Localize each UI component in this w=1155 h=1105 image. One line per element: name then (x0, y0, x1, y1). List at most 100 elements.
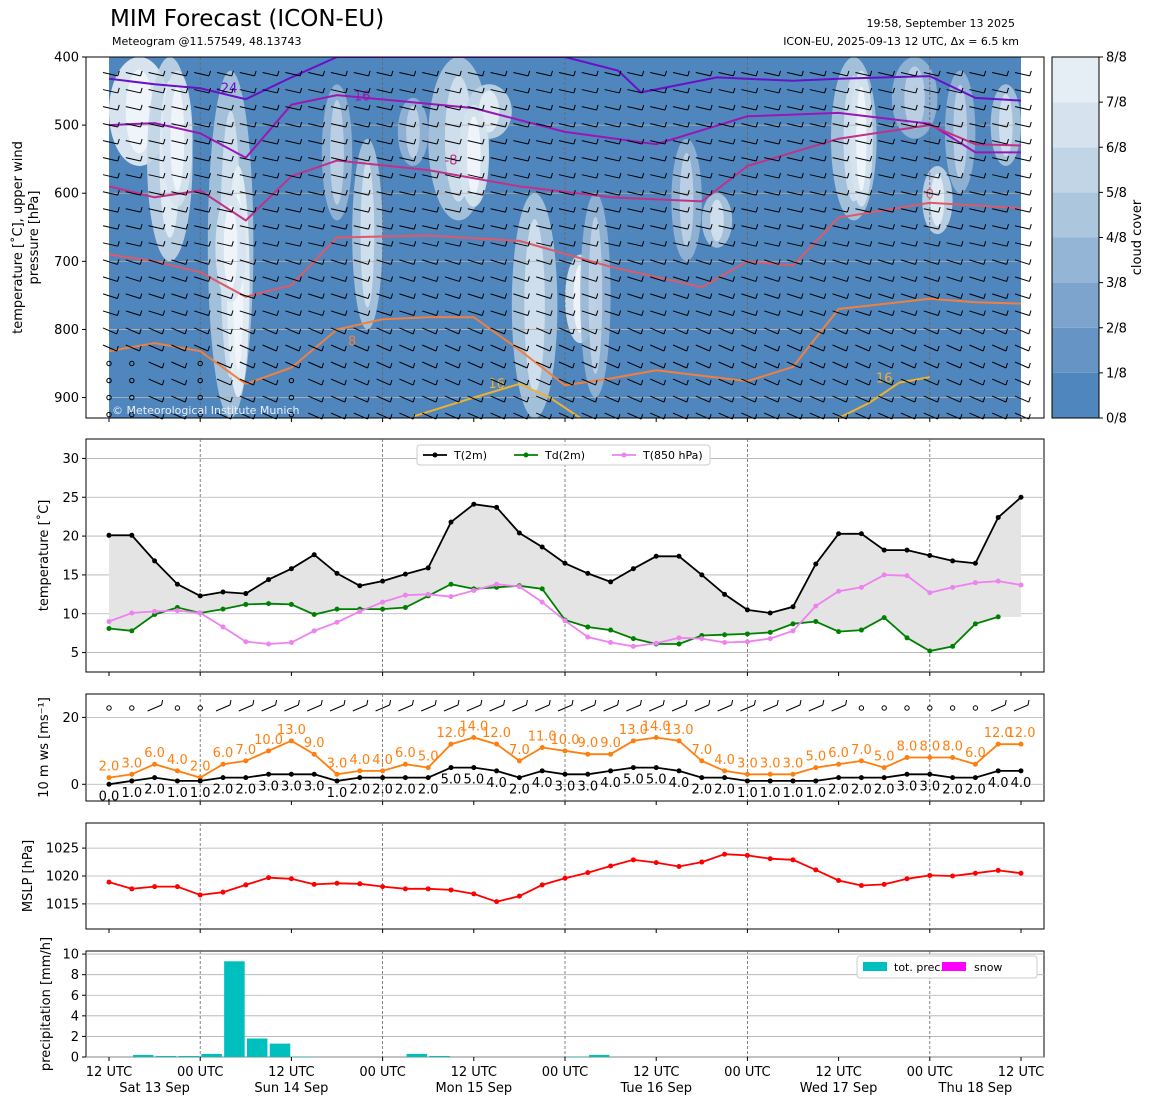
wind-barb (376, 310, 392, 316)
colorbar-tick-label: 5/8 (1106, 186, 1127, 201)
wind-barb (308, 208, 324, 213)
wind-barb-flag (664, 206, 667, 213)
wind-barb (832, 140, 848, 145)
x-day-label: Sun 14 Sep (254, 1081, 328, 1096)
wind-barb-flag (573, 172, 576, 179)
wind-barb (285, 174, 301, 179)
wind-barb (832, 242, 848, 247)
wind-barb (604, 208, 620, 213)
wind-barb (832, 361, 847, 369)
wind-barb-flag (572, 310, 576, 316)
wind-barb-flag (960, 70, 964, 77)
wind-barb (695, 395, 710, 403)
wind-barb-flag (436, 206, 439, 213)
wind-barb (513, 140, 529, 145)
wind-barb-flag (322, 259, 325, 265)
wind-point-1 (836, 775, 842, 781)
wind-point-0 (608, 751, 614, 757)
wind-barb-flag (344, 276, 348, 282)
wind-barb-flag (345, 87, 348, 94)
wind-barb (855, 310, 871, 316)
wind-barb-flag (229, 699, 232, 706)
dewpoint-spread-fill (109, 497, 1021, 652)
wind-data-label: 8.0 (897, 740, 918, 755)
wind-barb-flag (640, 396, 644, 403)
wind-barb-flag (846, 189, 850, 196)
wind-barb (285, 293, 301, 299)
wind-barb (900, 140, 916, 145)
wind-barb (148, 89, 164, 94)
isotherm-label: 8 (348, 335, 356, 350)
wind-barb (467, 361, 482, 369)
wind-point-1 (858, 775, 864, 781)
wind-barb-flag (412, 328, 416, 335)
wind-barb (285, 242, 301, 247)
wind-barb-flag (275, 379, 279, 386)
wind-barb-flag (846, 104, 850, 111)
wind-barb (855, 378, 870, 386)
wind-barb (467, 259, 483, 265)
wind-barb (444, 242, 460, 247)
precip-bar (132, 1054, 154, 1057)
wind-barb (1014, 225, 1030, 230)
wind-barb (558, 259, 574, 265)
wind-barb-flag (687, 241, 690, 247)
wind-barb-flag (549, 345, 552, 352)
wind-barb-flag (983, 121, 987, 128)
wind-barb-flag (207, 345, 210, 352)
mslp-point (357, 881, 363, 887)
wind-barb (969, 225, 985, 230)
wind-barb-flag (343, 699, 346, 706)
wind-barb (604, 310, 620, 316)
wind-barb-flag (389, 362, 393, 369)
wind-barb-flag (868, 362, 872, 369)
wind-barb-flag (298, 328, 302, 335)
wind-barb-flag (504, 224, 508, 230)
wind-barb (216, 174, 232, 179)
mslp-point (813, 867, 819, 873)
wind-barb-flag (276, 206, 280, 213)
wind-data-label: 3.0 (897, 779, 918, 794)
wind-barb (194, 225, 210, 230)
wind-barb-flag (572, 396, 575, 403)
wind-barb-flag (368, 206, 371, 213)
wind-barb-flag (208, 87, 211, 94)
wind-barb-flag (915, 189, 918, 196)
series-line-1 (108, 583, 999, 652)
wind-barb-flag (914, 259, 918, 265)
wind-barb-flag (778, 259, 781, 265)
wind-barb (353, 225, 369, 230)
series-point-1 (288, 601, 294, 607)
wind-barb-flag (824, 241, 827, 247)
wind-barb-flag (322, 138, 325, 145)
wind-point-0 (311, 751, 317, 757)
wind-barb-flag (527, 224, 531, 230)
wind-barb (626, 704, 641, 712)
wind-barb (216, 208, 232, 213)
series-point-1 (585, 624, 591, 630)
wind-barb (764, 106, 780, 111)
wind-barb (239, 174, 255, 179)
wind-point-0 (402, 761, 408, 767)
wind-barb-flag (185, 293, 188, 299)
wind-barb-flag (435, 345, 438, 352)
y-tick-label: 6 (71, 989, 79, 1004)
wind-barb (216, 191, 232, 196)
y-tick-label: 25 (62, 491, 79, 506)
wind-barb-flag (1005, 396, 1008, 403)
wind-barb (262, 225, 278, 230)
wind-barb (627, 72, 643, 77)
wind-barb (536, 276, 551, 282)
wind-barb-flag (1029, 241, 1032, 247)
wind-barb (604, 174, 620, 179)
wind-barb (650, 225, 666, 230)
wind-barb (946, 259, 962, 265)
wind-barb-flag (117, 172, 120, 179)
wind-barb-flag (732, 241, 736, 247)
wind-barb-flag (140, 224, 143, 230)
wind-barb (604, 89, 620, 94)
wind-point-1 (174, 778, 180, 784)
temperature-legend: T(2m) Td(2m) T(850 hPa) (416, 444, 711, 466)
wind-barb (171, 327, 186, 335)
wind-barb-flag (208, 70, 211, 77)
